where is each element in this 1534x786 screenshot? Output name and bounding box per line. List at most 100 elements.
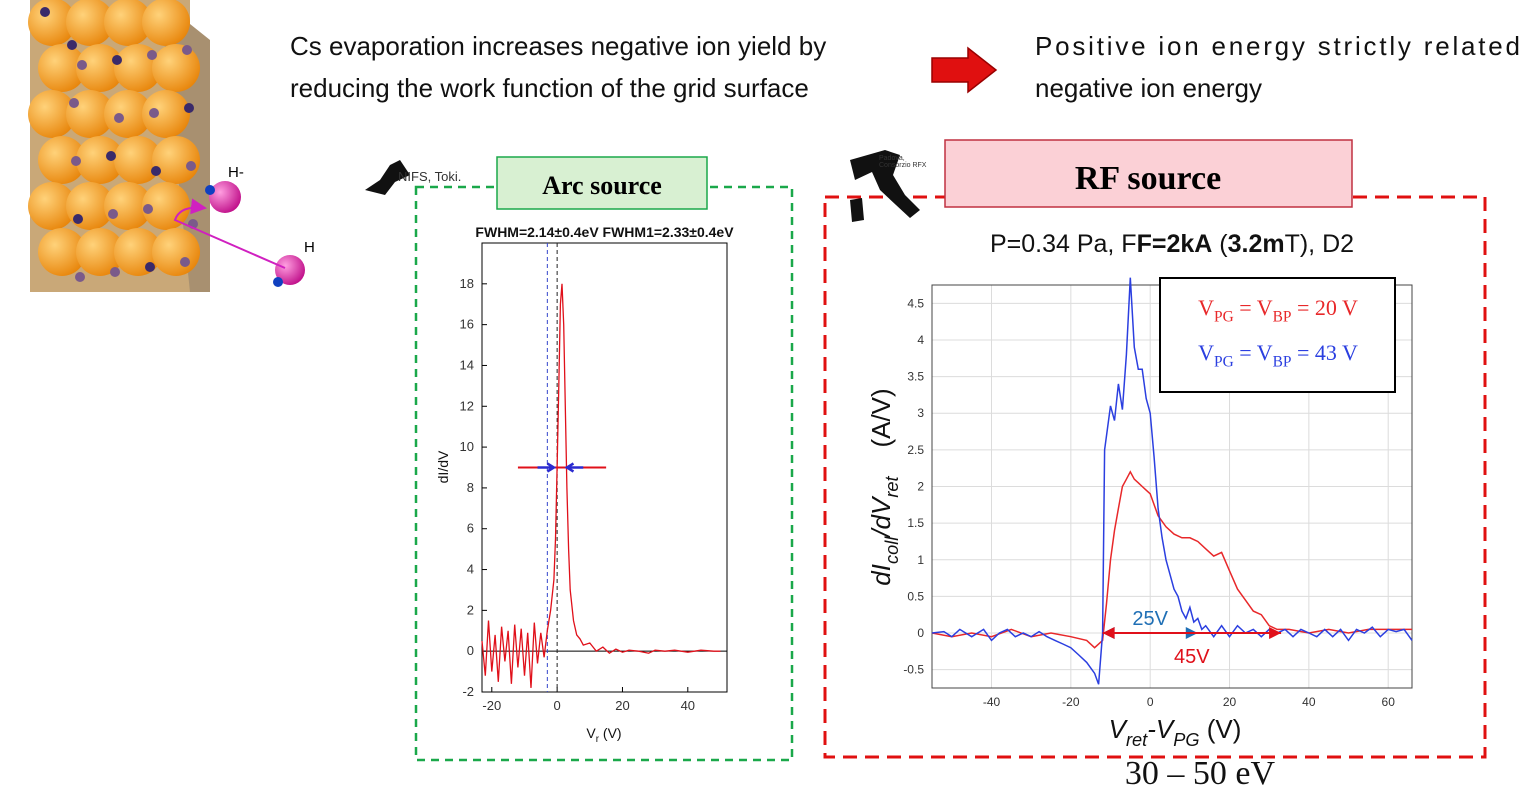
- text-part: (V): [599, 725, 622, 741]
- cs-sphere: [104, 0, 152, 46]
- cs-atom: [40, 7, 50, 17]
- text-part: dI/dV: [435, 450, 451, 483]
- text-part: ret: [1126, 730, 1148, 750]
- cs-atom: [69, 98, 79, 108]
- y-tick-label: 2: [467, 602, 474, 617]
- cs-sphere: [38, 228, 86, 276]
- y-tick-label: 18: [460, 276, 474, 291]
- text-part: BP: [1273, 309, 1292, 326]
- plot-frame: [481, 242, 728, 693]
- text-left-line: Cs evaporation increases negative ion yi…: [290, 31, 826, 61]
- text-part: V: [1198, 340, 1214, 365]
- x-tick-label: 60: [1382, 695, 1396, 709]
- cs-sphere: [152, 44, 200, 92]
- cs-atom: [147, 50, 157, 60]
- cs-atom: [73, 214, 83, 224]
- source-label: Consorzio RFX: [879, 162, 927, 169]
- y-tick-label: 1: [917, 553, 924, 567]
- cs-atom: [110, 267, 120, 277]
- text-part: P=0.34 Pa, F: [990, 230, 1137, 258]
- text-part: ret: [882, 476, 902, 498]
- text-part: = 43 V: [1291, 340, 1358, 365]
- y-tick-label: 16: [460, 317, 474, 332]
- panel-title: RF source: [1075, 160, 1221, 197]
- legend-box: [1159, 277, 1396, 393]
- text-part: /dV: [866, 495, 896, 539]
- x-tick-label: 0: [554, 698, 561, 713]
- cs-atom: [71, 156, 81, 166]
- chart: RF source Padova,Consorzio RFX P=0.34 Pa, …: [866, 155, 1413, 750]
- arc-panel-tag: [496, 156, 708, 210]
- cs-atom: [186, 161, 196, 171]
- h-ion: [209, 181, 241, 213]
- cs-sphere: [28, 90, 76, 138]
- y-tick-label: 2: [917, 480, 924, 494]
- cs-sphere: [28, 182, 76, 230]
- italy-map: [850, 150, 920, 222]
- cs-atom: [151, 166, 161, 176]
- cs-atom: [77, 60, 87, 70]
- ion-label: H-: [228, 164, 244, 181]
- chart: Arc source NIFS, Toki. FWHM=2.14±0.4eV FWH…: [398, 169, 734, 745]
- y-tick-label: 3.5: [907, 370, 924, 384]
- cs-sphere: [28, 0, 76, 46]
- cs-atom: [182, 45, 192, 55]
- text-part: T), D2: [1285, 230, 1354, 258]
- transfer-arrow: [173, 198, 286, 269]
- y-axis-label: dIcoll/dVret (A/V): [866, 388, 902, 585]
- cs-atom: [184, 103, 194, 113]
- text-part: (V): [1199, 714, 1241, 744]
- legend-entry: VPG = VBP = 20 V: [1198, 295, 1358, 326]
- y-tick-label: -0.5: [903, 663, 924, 677]
- cs-sphere: [76, 136, 124, 184]
- text-part: PG: [1173, 730, 1199, 750]
- cs-sphere: [142, 90, 190, 138]
- panel-title: Arc source: [542, 171, 662, 200]
- data-line: [931, 277, 1413, 685]
- fwhm-arrow: [537, 462, 557, 473]
- cs-sphere: [76, 44, 124, 92]
- text-part: BP: [1273, 354, 1292, 371]
- y-tick-label: -2: [462, 684, 474, 699]
- cs-atom: [106, 151, 116, 161]
- y-tick-label: 10: [460, 439, 474, 454]
- ion-label: H: [304, 239, 315, 256]
- x-tick-label: -20: [1062, 695, 1080, 709]
- y-tick-label: 14: [460, 357, 474, 372]
- cs-sphere: [38, 44, 86, 92]
- text-part: V: [586, 725, 596, 741]
- y-tick-label: 4.5: [907, 296, 924, 310]
- y-tick-label: 4: [917, 333, 924, 347]
- footer-partial: 30 – 50 eV: [1125, 755, 1276, 786]
- y-tick-label: 0: [917, 626, 924, 640]
- text-part: V: [1109, 714, 1129, 744]
- text-left-line: reducing the work function of the grid s…: [290, 73, 809, 103]
- cs-sphere: [114, 136, 162, 184]
- chart-title: FWHM=2.14±0.4eV FWHM1=2.33±0.4eV: [475, 224, 734, 240]
- text-part: r: [596, 734, 600, 745]
- y-tick-label: 1.5: [907, 516, 924, 530]
- cs-atom: [67, 40, 77, 50]
- y-tick-label: 8: [467, 480, 474, 495]
- span-label: 45V: [1174, 646, 1210, 668]
- cesium-illustration: H- H: [28, 0, 315, 292]
- source-label: NIFS, Toki.: [398, 169, 461, 184]
- span-label: 25V: [1132, 608, 1168, 630]
- y-tick-label: 2.5: [907, 443, 924, 457]
- cs-atom: [149, 108, 159, 118]
- cs-atom: [108, 209, 118, 219]
- x-tick-label: -40: [983, 695, 1001, 709]
- legend-entry: VPG = VBP = 43 V: [1198, 340, 1358, 371]
- cs-atom: [75, 272, 85, 282]
- text-part: 3.2m: [1228, 230, 1285, 258]
- fwhm-arrow: [564, 462, 584, 473]
- cs-sphere: [38, 136, 86, 184]
- cs-sphere: [152, 136, 200, 184]
- data-line: [481, 283, 721, 688]
- cs-sphere: [76, 228, 124, 276]
- text-right-line: negative ion energy: [1035, 73, 1262, 103]
- y-tick-label: 0.5: [907, 589, 924, 603]
- h-atom: [275, 255, 305, 285]
- japan-map: [365, 160, 410, 195]
